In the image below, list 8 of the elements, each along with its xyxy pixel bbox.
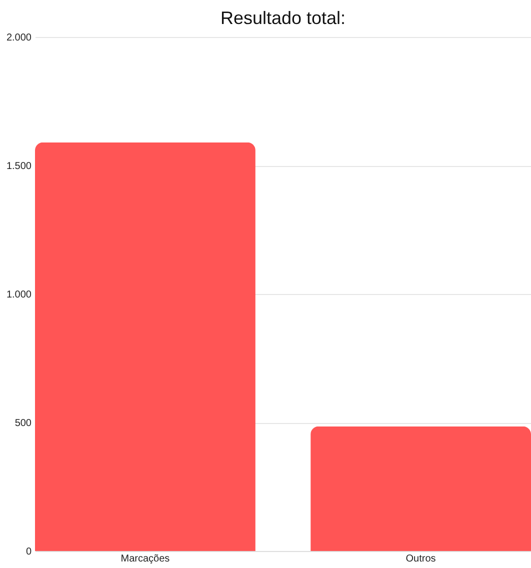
chart-title: Resultado total: <box>220 8 346 28</box>
y-tick-label: 0 <box>26 546 32 558</box>
y-tick-label: 1.500 <box>6 161 32 172</box>
x-tick-label: Outros <box>406 554 436 564</box>
x-tick-label: Marcações <box>120 554 170 564</box>
y-tick-label: 1.000 <box>6 290 32 300</box>
y-tick-label: 2.000 <box>6 32 32 44</box>
y-tick-label: 500 <box>14 418 32 429</box>
